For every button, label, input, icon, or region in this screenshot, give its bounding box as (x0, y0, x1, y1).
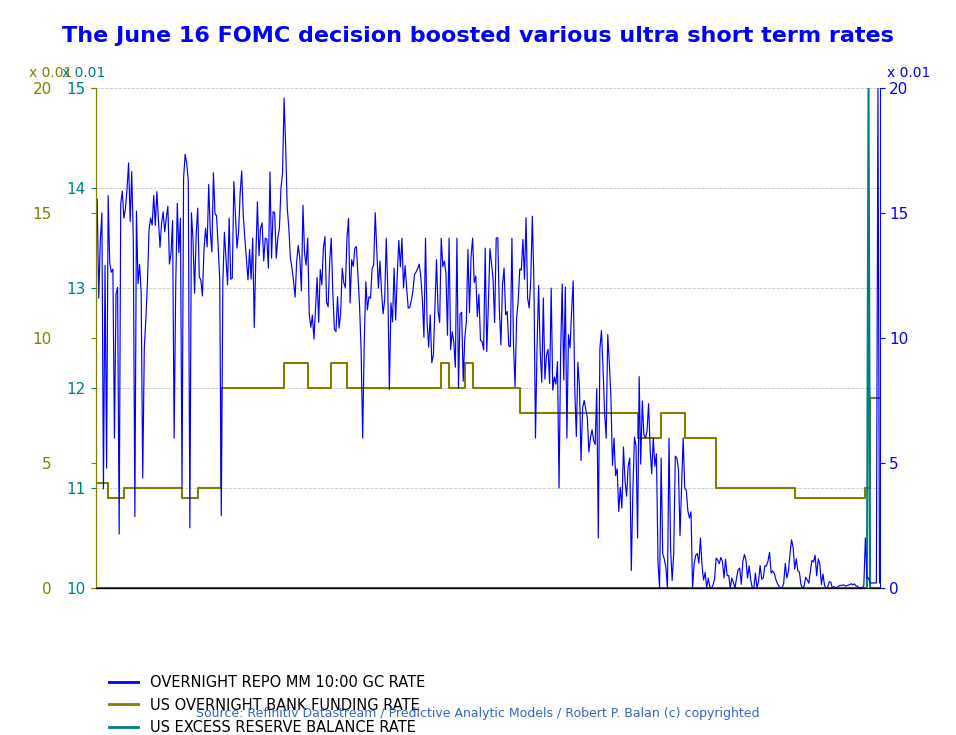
Text: Source: Refinitiv Datastream / Predictive Analytic Models / Robert P. Balan (c) : Source: Refinitiv Datastream / Predictiv… (196, 707, 760, 720)
Text: x 0.01: x 0.01 (29, 66, 72, 80)
Text: x 0.01: x 0.01 (887, 66, 930, 80)
Legend: OVERNIGHT REPO MM 10:00 GC RATE, US OVERNIGHT BANK FUNDING RATE, US EXCESS RESER: OVERNIGHT REPO MM 10:00 GC RATE, US OVER… (103, 670, 430, 735)
Text: The June 16 FOMC decision boosted various ultra short term rates: The June 16 FOMC decision boosted variou… (62, 26, 894, 46)
Text: x 0.01: x 0.01 (62, 66, 105, 80)
